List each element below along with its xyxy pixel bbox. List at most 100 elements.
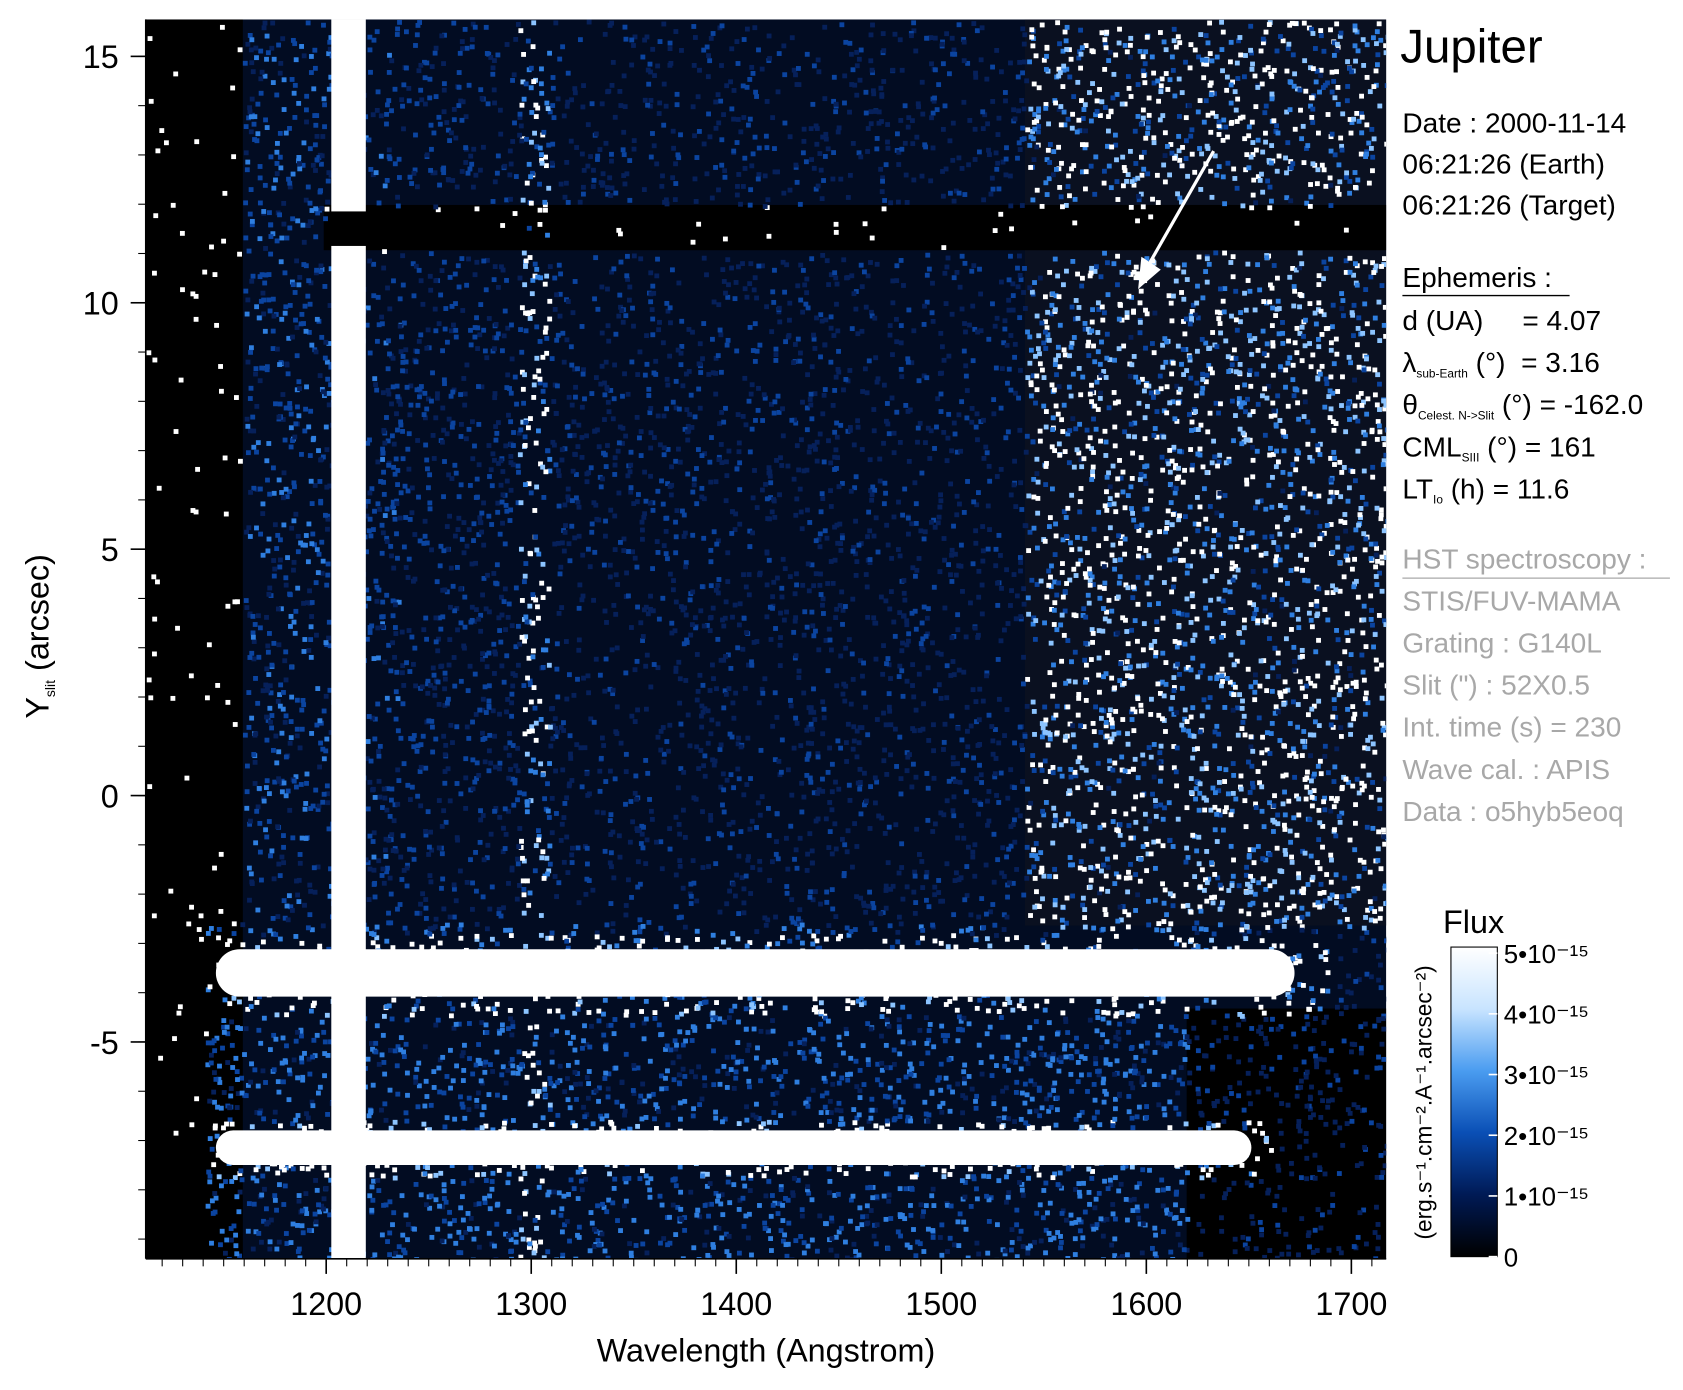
image-pixel <box>1124 310 1130 316</box>
image-pixel <box>597 768 603 774</box>
image-pixel <box>515 861 521 867</box>
image-pixel <box>454 781 460 786</box>
image-pixel <box>1174 644 1180 650</box>
image-pixel <box>1057 41 1062 47</box>
image-pixel <box>960 588 965 594</box>
image-pixel <box>643 706 649 712</box>
image-pixel <box>1072 1236 1078 1242</box>
image-pixel <box>1086 1127 1092 1133</box>
image-pixel <box>474 933 480 939</box>
image-pixel <box>1051 1051 1056 1057</box>
image-pixel <box>1196 1065 1202 1071</box>
image-pixel <box>866 358 872 364</box>
image-pixel <box>1006 1190 1012 1196</box>
image-pixel <box>384 695 390 701</box>
image-pixel <box>1301 729 1307 734</box>
image-pixel <box>480 730 485 736</box>
image-pixel <box>695 94 701 100</box>
image-pixel <box>1088 838 1094 844</box>
image-pixel <box>1090 866 1096 871</box>
image-pixel <box>909 1186 915 1192</box>
image-pixel <box>1139 522 1145 528</box>
image-pixel <box>1041 1188 1047 1193</box>
image-pixel <box>857 766 863 772</box>
image-pixel <box>513 644 519 650</box>
image-pixel <box>921 321 927 327</box>
image-pixel <box>377 794 383 800</box>
image-pixel <box>917 727 923 733</box>
image-pixel <box>803 1100 809 1106</box>
image-pixel <box>325 526 330 532</box>
image-pixel <box>470 184 476 190</box>
image-pixel <box>1060 1010 1066 1016</box>
image-pixel <box>486 650 492 656</box>
image-pixel <box>1015 1042 1021 1048</box>
image-pixel <box>993 727 998 732</box>
image-pixel <box>1177 195 1183 201</box>
image-pixel <box>1131 584 1136 590</box>
image-pixel <box>421 1121 427 1127</box>
image-pixel <box>1332 1130 1338 1136</box>
image-pixel <box>778 610 783 616</box>
image-pixel <box>722 174 728 180</box>
image-pixel <box>467 483 473 488</box>
image-pixel <box>431 1069 437 1075</box>
image-pixel <box>1130 1011 1136 1017</box>
image-pixel <box>1142 1048 1148 1054</box>
image-pixel <box>1322 743 1328 749</box>
image-pixel <box>1287 22 1293 28</box>
image-pixel <box>458 935 464 941</box>
image-pixel <box>959 399 965 405</box>
image-pixel <box>287 401 293 406</box>
image-pixel <box>811 686 816 692</box>
image-pixel <box>1321 276 1326 282</box>
image-pixel <box>909 33 914 39</box>
image-pixel <box>1303 1074 1309 1080</box>
image-pixel <box>514 896 520 902</box>
image-pixel <box>1140 115 1146 121</box>
image-pixel <box>1065 505 1071 511</box>
image-pixel <box>528 85 534 91</box>
image-pixel <box>1176 148 1182 154</box>
image-pixel <box>989 1054 995 1060</box>
image-pixel <box>591 719 597 725</box>
image-pixel <box>1300 653 1305 659</box>
image-pixel <box>1129 1045 1135 1050</box>
image-pixel <box>261 297 267 303</box>
image-pixel <box>1251 616 1257 621</box>
image-pixel <box>1125 889 1131 895</box>
image-pixel <box>1060 48 1066 54</box>
image-pixel <box>450 178 456 183</box>
image-pixel <box>1302 399 1308 405</box>
image-pixel <box>1110 542 1116 548</box>
image-pixel <box>428 1102 434 1108</box>
image-pixel <box>284 1043 289 1049</box>
image-pixel <box>836 348 841 354</box>
image-pixel <box>435 207 441 213</box>
image-pixel <box>297 994 303 1000</box>
image-pixel <box>1057 184 1063 190</box>
image-pixel <box>569 523 575 529</box>
image-pixel <box>918 528 924 534</box>
image-pixel <box>276 749 282 755</box>
image-pixel <box>863 572 869 577</box>
image-pixel <box>1220 900 1225 906</box>
image-pixel <box>296 899 302 905</box>
image-pixel <box>246 115 252 121</box>
image-pixel <box>276 861 282 867</box>
image-pixel <box>962 897 968 903</box>
image-pixel <box>426 485 431 491</box>
image-pixel <box>834 1107 840 1113</box>
image-pixel <box>741 900 747 906</box>
image-pixel <box>1152 1225 1158 1231</box>
image-pixel <box>1153 813 1159 819</box>
image-pixel <box>1253 147 1259 153</box>
image-pixel <box>513 36 519 42</box>
image-pixel <box>1323 183 1329 189</box>
image-pixel <box>537 380 543 386</box>
image-pixel <box>1314 1061 1320 1067</box>
image-pixel <box>898 366 904 372</box>
image-pixel <box>1249 119 1255 125</box>
image-pixel <box>374 107 380 113</box>
image-pixel <box>1234 60 1240 66</box>
